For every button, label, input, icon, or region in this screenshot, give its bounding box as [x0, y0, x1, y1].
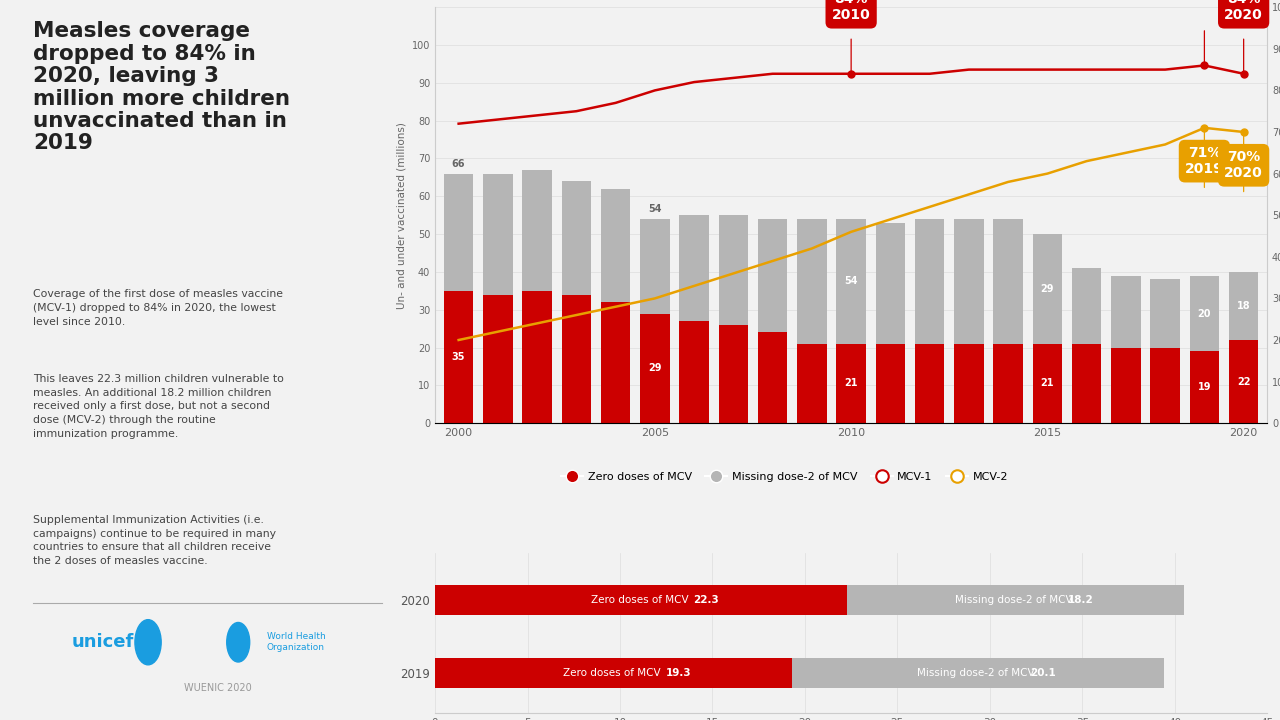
Text: This leaves 22.3 million children vulnerable to
measles. An additional 18.2 mill: This leaves 22.3 million children vulner…	[33, 374, 284, 438]
Text: 20.1: 20.1	[1029, 667, 1056, 678]
Bar	[718, 325, 748, 423]
Text: unicef: unicef	[72, 634, 134, 651]
Bar	[640, 219, 669, 423]
Bar	[1111, 348, 1140, 423]
Bar	[876, 343, 905, 423]
Bar	[1189, 276, 1219, 423]
Text: 71%
2019: 71% 2019	[1185, 146, 1224, 176]
Bar	[680, 215, 709, 423]
Bar	[993, 343, 1023, 423]
Text: 35: 35	[452, 352, 466, 362]
Text: Missing dose-2 of MCV: Missing dose-2 of MCV	[918, 667, 1038, 678]
Bar	[562, 294, 591, 423]
Bar	[915, 343, 945, 423]
Bar	[1189, 351, 1219, 423]
Bar	[483, 174, 512, 423]
Text: Coverage of the first dose of measles vaccine
(MCV-1) dropped to 84% in 2020, th: Coverage of the first dose of measles va…	[33, 289, 283, 327]
Text: 21: 21	[1041, 379, 1055, 389]
Bar	[444, 174, 474, 423]
Text: 70%
2020: 70% 2020	[1224, 150, 1263, 181]
Text: 84%
2020: 84% 2020	[1224, 0, 1263, 22]
Circle shape	[227, 623, 250, 662]
Bar	[876, 222, 905, 423]
Bar	[1111, 276, 1140, 423]
Text: Measles coverage
dropped to 84% in
2020, leaving 3
million more children
unvacci: Measles coverage dropped to 84% in 2020,…	[33, 22, 291, 153]
Text: 21: 21	[845, 379, 858, 389]
Bar	[600, 189, 630, 423]
Circle shape	[134, 620, 161, 665]
Bar	[915, 219, 945, 423]
Legend: Zero doses of MCV, Missing dose-2 of MCV, MCV-1, MCV-2: Zero doses of MCV, Missing dose-2 of MCV…	[557, 467, 1012, 486]
Bar	[954, 219, 983, 423]
Bar	[1071, 268, 1101, 423]
Bar	[1151, 348, 1180, 423]
Bar	[836, 343, 865, 423]
Text: 19: 19	[1198, 382, 1211, 392]
Bar	[435, 657, 792, 688]
Bar	[640, 313, 669, 423]
Bar	[1033, 343, 1062, 423]
Text: 84%
2010: 84% 2010	[832, 0, 870, 22]
Bar	[847, 585, 1184, 616]
Bar	[836, 219, 865, 423]
Bar	[1151, 279, 1180, 423]
Bar	[758, 219, 787, 423]
Text: WUENIC 2020: WUENIC 2020	[184, 683, 252, 693]
Bar	[680, 321, 709, 423]
Text: Supplemental Immunization Activities (i.e.
campaigns) continue to be required in: Supplemental Immunization Activities (i.…	[33, 516, 276, 566]
Bar	[993, 219, 1023, 423]
Text: 19.3: 19.3	[666, 667, 691, 678]
Text: 22.3: 22.3	[692, 595, 719, 605]
Text: World Health
Organization: World Health Organization	[268, 632, 325, 652]
Bar	[522, 170, 552, 423]
Text: 29: 29	[1041, 284, 1055, 294]
Bar	[797, 343, 827, 423]
Bar	[1229, 272, 1258, 423]
Bar	[1229, 340, 1258, 423]
Bar	[954, 343, 983, 423]
Text: 18.2: 18.2	[1068, 595, 1093, 605]
Text: Zero doses of MCV: Zero doses of MCV	[591, 595, 691, 605]
Bar	[444, 291, 474, 423]
Bar	[718, 215, 748, 423]
Text: Missing dose-2 of MCV: Missing dose-2 of MCV	[955, 595, 1076, 605]
Text: 22: 22	[1236, 377, 1251, 387]
Bar	[483, 294, 512, 423]
Text: 54: 54	[648, 204, 662, 215]
Text: 18: 18	[1236, 301, 1251, 311]
Text: Zero doses of MCV: Zero doses of MCV	[563, 667, 664, 678]
Text: 20: 20	[1198, 309, 1211, 318]
Text: 29: 29	[648, 364, 662, 374]
Text: 66: 66	[452, 159, 466, 169]
Bar	[562, 181, 591, 423]
Bar	[1033, 234, 1062, 423]
Y-axis label: Un- and under vaccinated (millions): Un- and under vaccinated (millions)	[397, 122, 406, 309]
Bar	[758, 333, 787, 423]
Bar	[792, 657, 1164, 688]
Bar	[435, 585, 847, 616]
Text: 54: 54	[845, 276, 858, 287]
Bar	[797, 219, 827, 423]
Bar	[522, 291, 552, 423]
Bar	[600, 302, 630, 423]
Bar	[1071, 343, 1101, 423]
